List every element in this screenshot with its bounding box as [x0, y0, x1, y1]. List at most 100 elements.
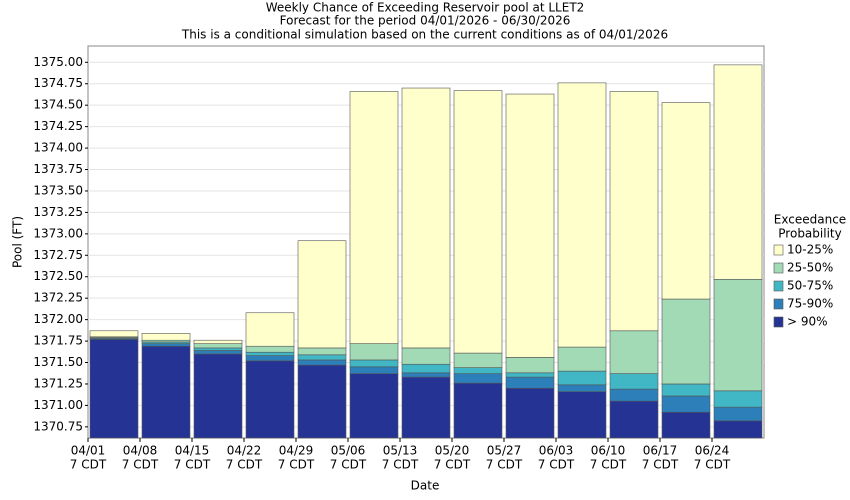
bar-segment: [557, 391, 607, 439]
x-tick-label: 04/22: [227, 444, 262, 458]
y-axis-label: Pool (FT): [11, 216, 25, 268]
legend-swatch: [773, 316, 784, 328]
bar-segment: [505, 357, 555, 374]
bar-segment: [713, 64, 763, 280]
bar-segment: [89, 330, 139, 338]
x-tick-label: 05/20: [435, 444, 470, 458]
x-tick-label: 7 CDT: [434, 458, 471, 472]
chart-subtitle: Forecast for the period 04/01/2026 - 06/…: [280, 14, 571, 28]
bar-segment: [453, 367, 503, 374]
x-tick-label: 05/27: [487, 444, 522, 458]
y-tick-label: 1372.75: [33, 248, 83, 262]
bar-segment: [349, 373, 399, 439]
legend-swatch: [773, 262, 784, 274]
x-tick-label: 06/24: [695, 444, 730, 458]
bar-segment: [401, 363, 451, 374]
bar-segment: [297, 240, 347, 349]
bar-segment: [401, 372, 451, 378]
legend-swatch: [773, 244, 784, 256]
y-tick-label: 1373.25: [33, 205, 83, 219]
y-tick-label: 1371.00: [33, 398, 83, 412]
bar-segment: [661, 411, 711, 439]
bar-segment: [505, 376, 555, 389]
bar-segment: [193, 347, 243, 351]
y-tick-label: 1371.50: [33, 355, 83, 369]
bar-segment: [141, 345, 191, 439]
bar-segment: [713, 279, 763, 392]
bar-segment: [193, 343, 243, 349]
bar-segment: [661, 298, 711, 385]
bar-segment: [141, 343, 191, 347]
x-axis-label: Date: [411, 479, 440, 493]
bar-segment: [713, 420, 763, 439]
bar-segment: [401, 376, 451, 439]
legend-title: Exceedance: [774, 213, 846, 227]
y-tick-label: 1374.00: [33, 141, 83, 155]
chart-subtitle: This is a conditional simulation based o…: [181, 28, 668, 42]
y-tick-label: 1370.75: [33, 419, 83, 433]
y-tick-label: 1375.00: [33, 55, 83, 69]
x-tick-label: 04/29: [279, 444, 314, 458]
x-tick-label: 04/15: [175, 444, 210, 458]
y-tick-label: 1372.25: [33, 291, 83, 305]
legend-label: 25-50%: [787, 261, 833, 275]
bar-segment: [609, 91, 659, 332]
y-tick-label: 1371.25: [33, 376, 83, 390]
x-tick-label: 06/03: [539, 444, 574, 458]
y-tick-label: 1373.50: [33, 183, 83, 197]
x-tick-label: 06/10: [591, 444, 626, 458]
bar-segment: [245, 312, 295, 347]
y-tick-label: 1372.50: [33, 269, 83, 283]
x-tick-label: 7 CDT: [382, 458, 419, 472]
y-tick-label: 1371.75: [33, 334, 83, 348]
bar-segment: [193, 350, 243, 355]
legend-label: > 90%: [787, 315, 828, 329]
bar-segment: [141, 333, 191, 341]
x-tick-label: 7 CDT: [694, 458, 731, 472]
legend-label: 50-75%: [787, 279, 833, 293]
bar-segment: [609, 373, 659, 390]
x-tick-label: 7 CDT: [174, 458, 211, 472]
x-tick-label: 7 CDT: [70, 458, 107, 472]
x-tick-label: 04/01: [71, 444, 106, 458]
bar-segment: [245, 355, 295, 362]
bar-segment: [245, 345, 295, 353]
bar-segment: [453, 373, 503, 384]
bar-segment: [297, 354, 347, 361]
y-tick-label: 1374.50: [33, 98, 83, 112]
bar-segment: [557, 346, 607, 372]
bar-segment: [609, 388, 659, 402]
y-tick-label: 1373.00: [33, 226, 83, 240]
bar-segment: [401, 87, 451, 349]
bar-segment: [193, 339, 243, 344]
legend-swatch: [773, 280, 784, 292]
x-tick-label: 05/06: [331, 444, 366, 458]
y-tick-label: 1373.75: [33, 162, 83, 176]
bar-segment: [661, 395, 711, 413]
bar-segment: [401, 347, 451, 365]
bar-segment: [193, 353, 243, 439]
legend-title: Probability: [778, 227, 841, 241]
x-tick-label: 06/17: [643, 444, 678, 458]
x-tick-label: 05/13: [383, 444, 418, 458]
bar-segment: [297, 359, 347, 366]
bar-segment: [349, 91, 399, 344]
bar-segment: [557, 384, 607, 392]
x-tick-label: 7 CDT: [538, 458, 575, 472]
bar-segment: [89, 339, 139, 439]
x-tick-label: 7 CDT: [122, 458, 159, 472]
y-tick-label: 1374.25: [33, 119, 83, 133]
bar-segment: [245, 351, 295, 356]
bar-segment: [453, 90, 503, 354]
bar-segment: [557, 82, 607, 348]
bar-segment: [349, 366, 399, 374]
x-tick-label: 7 CDT: [486, 458, 523, 472]
bar-segment: [297, 347, 347, 356]
x-tick-label: 7 CDT: [330, 458, 367, 472]
bar-segment: [297, 364, 347, 439]
x-tick-label: 7 CDT: [226, 458, 263, 472]
bar-segment: [349, 359, 399, 368]
chart-title: Weekly Chance of Exceeding Reservoir poo…: [266, 1, 585, 15]
y-tick-label: 1372.00: [33, 312, 83, 326]
